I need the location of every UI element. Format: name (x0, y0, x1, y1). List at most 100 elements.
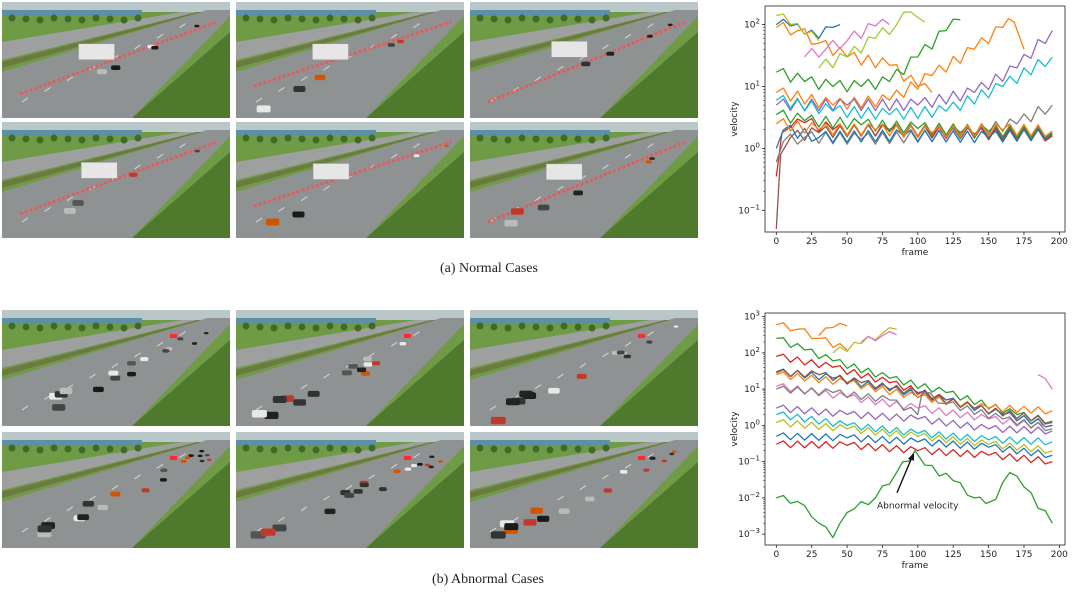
embankment (132, 32, 230, 118)
far-road (2, 442, 197, 490)
tree (106, 445, 114, 453)
car (399, 342, 407, 346)
car (623, 354, 631, 359)
car (490, 531, 506, 539)
far-road (470, 320, 665, 368)
lane-mark (44, 206, 51, 212)
car (661, 459, 667, 463)
car (251, 409, 267, 418)
car (272, 395, 287, 403)
car (324, 508, 336, 515)
abnormal-marker (404, 456, 411, 460)
tree (504, 16, 512, 24)
x-tick-label: 75 (877, 237, 888, 247)
tree (284, 322, 292, 330)
tree (270, 16, 278, 24)
lane-mark (647, 331, 654, 337)
car (77, 514, 90, 521)
car (387, 43, 395, 47)
tree (476, 444, 484, 452)
lane-mark (390, 463, 398, 469)
tree (368, 14, 376, 22)
embankment (132, 152, 230, 238)
sky-haze (2, 432, 230, 442)
tree (368, 322, 376, 330)
river (236, 130, 376, 136)
tree (50, 14, 58, 22)
car (52, 404, 66, 411)
series-line-a17 (1037, 374, 1053, 390)
x-tick-label: 150 (980, 237, 997, 247)
x-tick-label: 75 (877, 550, 888, 560)
car (378, 487, 387, 492)
lane-mark (624, 463, 632, 469)
series-line-a2 (818, 322, 848, 337)
tree (298, 135, 306, 143)
tree (106, 15, 114, 23)
car (413, 154, 420, 158)
tree (64, 445, 72, 453)
plot-area (764, 312, 1066, 546)
car (59, 387, 73, 395)
lane-mark (300, 506, 308, 512)
tree (256, 135, 264, 143)
x-tick-label: 200 (1051, 237, 1068, 247)
tree (326, 322, 334, 330)
car (505, 398, 520, 406)
tree (22, 15, 30, 23)
tree (476, 134, 484, 142)
series-line-s4 (804, 18, 890, 58)
abnormal-frame-2 (236, 310, 464, 426)
normal-frame-5 (236, 122, 464, 238)
tree (78, 136, 86, 144)
embankment (600, 462, 698, 548)
car (444, 144, 449, 147)
lane-mark (390, 33, 398, 39)
embankment (132, 340, 230, 426)
car (272, 524, 287, 532)
tree (36, 324, 44, 332)
river (236, 318, 376, 324)
series-line-a3 (832, 327, 897, 354)
tree (476, 322, 484, 330)
tree (588, 136, 596, 144)
median (2, 320, 202, 376)
car (606, 51, 615, 56)
tree (312, 136, 320, 144)
lane-mark (179, 143, 186, 149)
lane-mark (111, 363, 119, 368)
embankment (366, 340, 464, 426)
car (510, 208, 524, 215)
far-road (2, 132, 197, 180)
car (393, 469, 401, 474)
tree (518, 14, 526, 22)
far-road (236, 320, 431, 368)
y-tick-label: 102 (744, 18, 760, 31)
tree (270, 446, 278, 454)
y-axis-label: velocity (730, 101, 740, 137)
series-line-a14 (776, 418, 1053, 454)
car (523, 519, 537, 526)
series-line-s7 (775, 18, 1025, 110)
tree (574, 445, 582, 453)
series-line-a13 (776, 411, 1053, 446)
x-tick-label: 25 (806, 550, 817, 560)
tree (518, 322, 526, 330)
median (470, 12, 670, 68)
truck (80, 162, 118, 179)
series-line-a8 (776, 371, 1053, 415)
tree (546, 446, 554, 454)
car (97, 504, 109, 511)
tree (78, 324, 86, 332)
series-line-s6 (776, 18, 961, 93)
tree (8, 14, 16, 22)
tree (242, 322, 250, 330)
sky-haze (2, 122, 230, 132)
lane-mark (134, 352, 141, 358)
car (203, 331, 209, 335)
highway-road (2, 10, 230, 118)
tree (50, 134, 58, 142)
car (428, 465, 434, 469)
lane-mark (134, 164, 141, 170)
tree (532, 135, 540, 143)
